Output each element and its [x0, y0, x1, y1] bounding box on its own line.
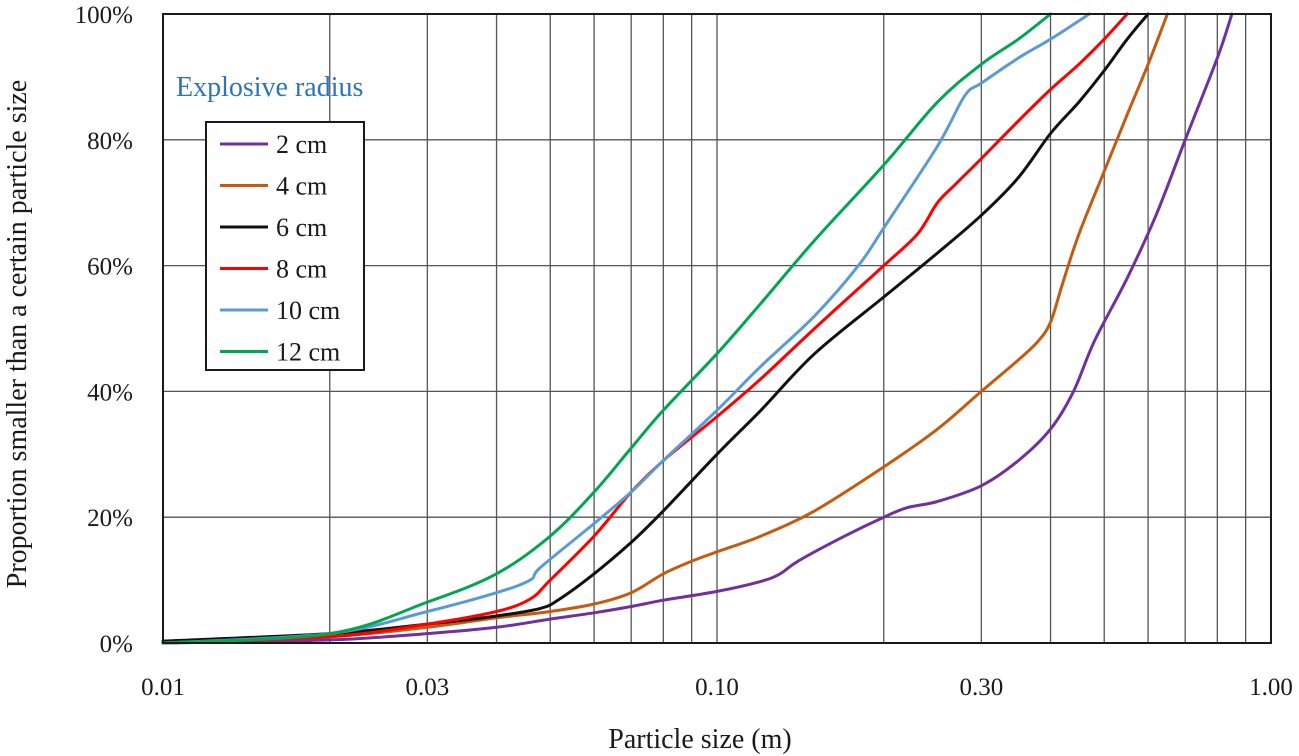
- series-line-4-cm: [161, 12, 1169, 645]
- series-line-2-cm: [161, 12, 1234, 645]
- legend-label: 6 cm: [276, 213, 327, 242]
- y-tick-label: 20%: [87, 505, 133, 532]
- series-lines: [161, 12, 1234, 645]
- series-line-10-cm: [161, 12, 1091, 645]
- series-line-12-cm: [161, 12, 1052, 645]
- legend-label: 4 cm: [276, 172, 327, 201]
- x-tick-label: 0.01: [141, 674, 185, 701]
- legend-label: 8 cm: [276, 255, 327, 284]
- legend-items: 2 cm 4 cm 6 cm 8 cm 10 cm 12 cm: [220, 130, 340, 367]
- x-axis-title: Particle size (m): [608, 724, 791, 755]
- legend-box: [205, 121, 365, 371]
- y-tick-label: 0%: [100, 631, 133, 658]
- y-tick-label: 40%: [87, 379, 133, 406]
- y-axis-title: Proportion smaller than a certain partic…: [2, 80, 33, 588]
- x-tick-labels: 0.01 0.03 0.10 0.30 1.00: [141, 674, 1293, 701]
- legend-label: 2 cm: [276, 130, 327, 159]
- x-tick-label: 0.10: [695, 674, 739, 701]
- legend-label: 12 cm: [276, 338, 340, 367]
- plot-area-frame: [162, 13, 1272, 644]
- series-line-8-cm: [161, 12, 1129, 645]
- series-line-6-cm: [161, 12, 1150, 643]
- y-tick-labels: 0% 20% 40% 60% 80% 100%: [75, 2, 133, 658]
- legend-label: 10 cm: [276, 296, 340, 325]
- x-tick-label: 0.03: [405, 674, 449, 701]
- y-tick-label: 100%: [75, 2, 133, 29]
- legend-title: Explosive radius: [176, 72, 363, 103]
- y-tick-label: 60%: [87, 254, 133, 281]
- y-tick-label: 80%: [87, 128, 133, 155]
- x-tick-label: 1.00: [1249, 674, 1293, 701]
- x-tick-label: 0.30: [959, 674, 1003, 701]
